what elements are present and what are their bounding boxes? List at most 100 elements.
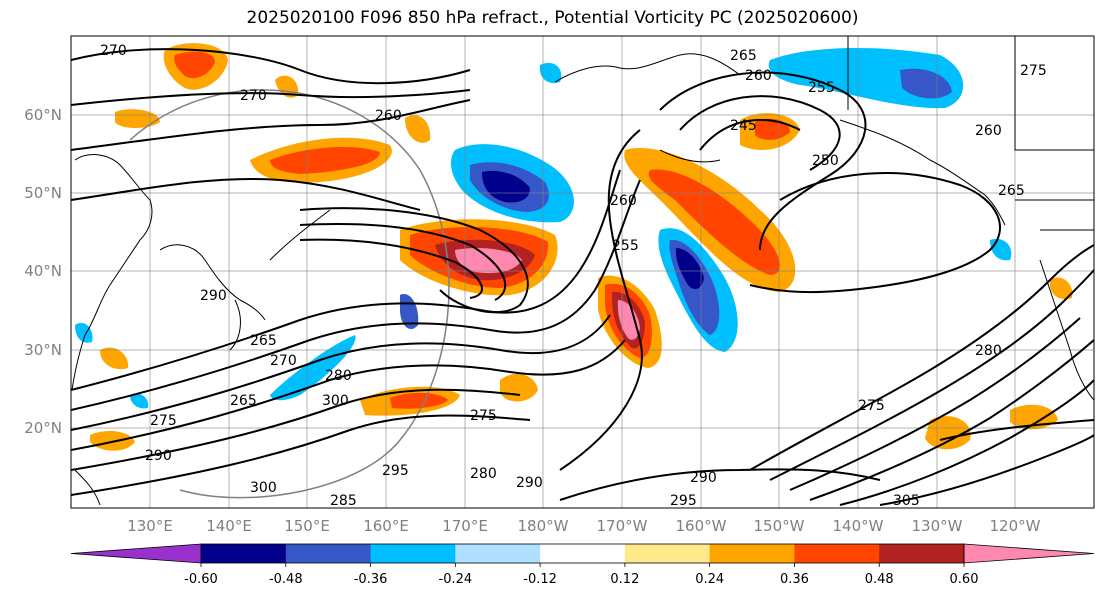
contour-label: 275 <box>470 408 497 424</box>
contour-label: 265 <box>998 183 1025 199</box>
lon-label: 160°E <box>363 517 409 535</box>
contour-label: 270 <box>100 43 127 59</box>
colorbar-tick-label: -0.60 <box>184 572 218 587</box>
negative-pv-area <box>270 335 356 401</box>
contour-label: 300 <box>250 480 277 496</box>
positive-pv-area <box>390 392 448 409</box>
contour-label: 305 <box>893 493 920 509</box>
lon-label: 140°E <box>206 517 252 535</box>
lon-label: 120°W <box>990 517 1041 535</box>
colorbar-segment <box>709 544 795 563</box>
contour-label: 280 <box>325 368 352 384</box>
contour-label: 275 <box>1020 63 1047 79</box>
contour-label: 295 <box>670 493 697 509</box>
colorbar-segment <box>455 544 541 563</box>
positive-pv-area <box>617 300 640 340</box>
longitude-labels: 130°E 140°E 150°E 160°E 170°E 180°W 170°… <box>127 517 1040 535</box>
contour-label: 255 <box>612 238 639 254</box>
colorbar-segment <box>370 544 456 563</box>
lon-label: 180°W <box>518 517 569 535</box>
colorbar-segment <box>201 544 287 563</box>
colorbar-tick-label: -0.48 <box>269 572 303 587</box>
lon-label: 160°W <box>676 517 727 535</box>
lon-label: 130°W <box>912 517 963 535</box>
colorbar-segment <box>285 544 372 563</box>
lon-label: 150°W <box>754 517 805 535</box>
colorbar-extend-low <box>70 543 202 564</box>
coastlines <box>71 36 1094 506</box>
negative-pv-area <box>130 393 149 409</box>
contour-label: 295 <box>382 463 409 479</box>
lat-label: 60°N <box>24 106 62 124</box>
domain-circle <box>129 89 450 499</box>
contour-label: 270 <box>270 353 297 369</box>
contour-label: 280 <box>470 466 497 482</box>
contour-label: 270 <box>240 88 267 104</box>
contour-label: 280 <box>975 343 1002 359</box>
colorbar-tick-label: -0.12 <box>523 572 557 587</box>
lon-label: 150°E <box>284 517 330 535</box>
positive-pv-area <box>925 416 971 450</box>
lat-label: 50°N <box>24 184 62 202</box>
colorbar-tick-label: 0.60 <box>950 572 979 587</box>
positive-pv-area <box>115 109 160 128</box>
colorbar-tick-label: 0.48 <box>865 572 894 587</box>
colorbar-extend-high <box>963 543 1095 564</box>
colorbar-tick-label: 0.36 <box>780 572 809 587</box>
lon-label: 140°W <box>833 517 884 535</box>
contour-label: 245 <box>730 118 757 134</box>
contour-label: 265 <box>730 48 757 64</box>
lat-label: 40°N <box>24 262 62 280</box>
positive-pv-area <box>455 248 522 274</box>
contour-label: 290 <box>145 448 172 464</box>
positive-pv-area <box>90 430 135 451</box>
contour-label: 250 <box>812 153 839 169</box>
colorbar-segment <box>879 544 965 563</box>
map-title: 2025020100 F096 850 hPa refract., Potent… <box>246 8 859 28</box>
positive-pv-area <box>100 347 129 370</box>
colorbar-outline <box>200 543 965 564</box>
negative-pv-area <box>75 322 93 343</box>
contour-label: 290 <box>690 470 717 486</box>
lon-label: 130°E <box>127 517 173 535</box>
contour-label: 260 <box>375 108 402 124</box>
contour-label: 285 <box>330 493 357 509</box>
contour-label: 265 <box>230 393 257 409</box>
lon-label: 170°E <box>442 517 488 535</box>
contour-label: 290 <box>516 475 543 491</box>
contour-label: 260 <box>975 123 1002 139</box>
negative-pv-area <box>675 248 704 290</box>
colorbar-tick-label: -0.36 <box>354 572 388 587</box>
contour-label: 290 <box>200 288 227 304</box>
contour-label: 300 <box>322 393 349 409</box>
positive-pv-area <box>1049 277 1073 300</box>
contour-label: 260 <box>745 68 772 84</box>
negative-pv-area <box>482 170 530 203</box>
colorbar: -0.60 -0.48 -0.36 -0.24 -0.12 0.12 0.24 0.36 0.4… <box>70 543 1095 587</box>
contour-label: 275 <box>150 413 177 429</box>
positive-pv-area <box>405 115 431 143</box>
colorbar-segment <box>540 544 626 563</box>
pv-shading <box>75 43 1073 451</box>
lon-label: 170°W <box>597 517 648 535</box>
lat-label: 30°N <box>24 341 62 359</box>
positive-pv-area <box>270 146 380 174</box>
colorbar-tick-label: 0.12 <box>610 572 639 587</box>
lat-label: 20°N <box>24 419 62 437</box>
contour-label: 255 <box>808 80 835 96</box>
negative-pv-area <box>539 62 562 84</box>
positive-pv-area <box>648 169 780 275</box>
contour-label: 260 <box>610 193 637 209</box>
contour-labels: 270 270 260 265 260 255 245 250 265 260 … <box>100 43 1047 509</box>
negative-pv-area <box>900 68 952 99</box>
colorbar-tick-label: 0.24 <box>695 572 724 587</box>
refractivity-contours <box>71 48 1094 506</box>
positive-pv-area <box>755 118 790 140</box>
positive-pv-area <box>174 51 215 79</box>
map-frame <box>70 35 1095 509</box>
contour-label: 275 <box>858 398 885 414</box>
contour-label: 265 <box>250 333 277 349</box>
colorbar-segment <box>794 544 880 563</box>
latitude-labels: 60°N 50°N 40°N 30°N 20°N <box>24 106 62 437</box>
